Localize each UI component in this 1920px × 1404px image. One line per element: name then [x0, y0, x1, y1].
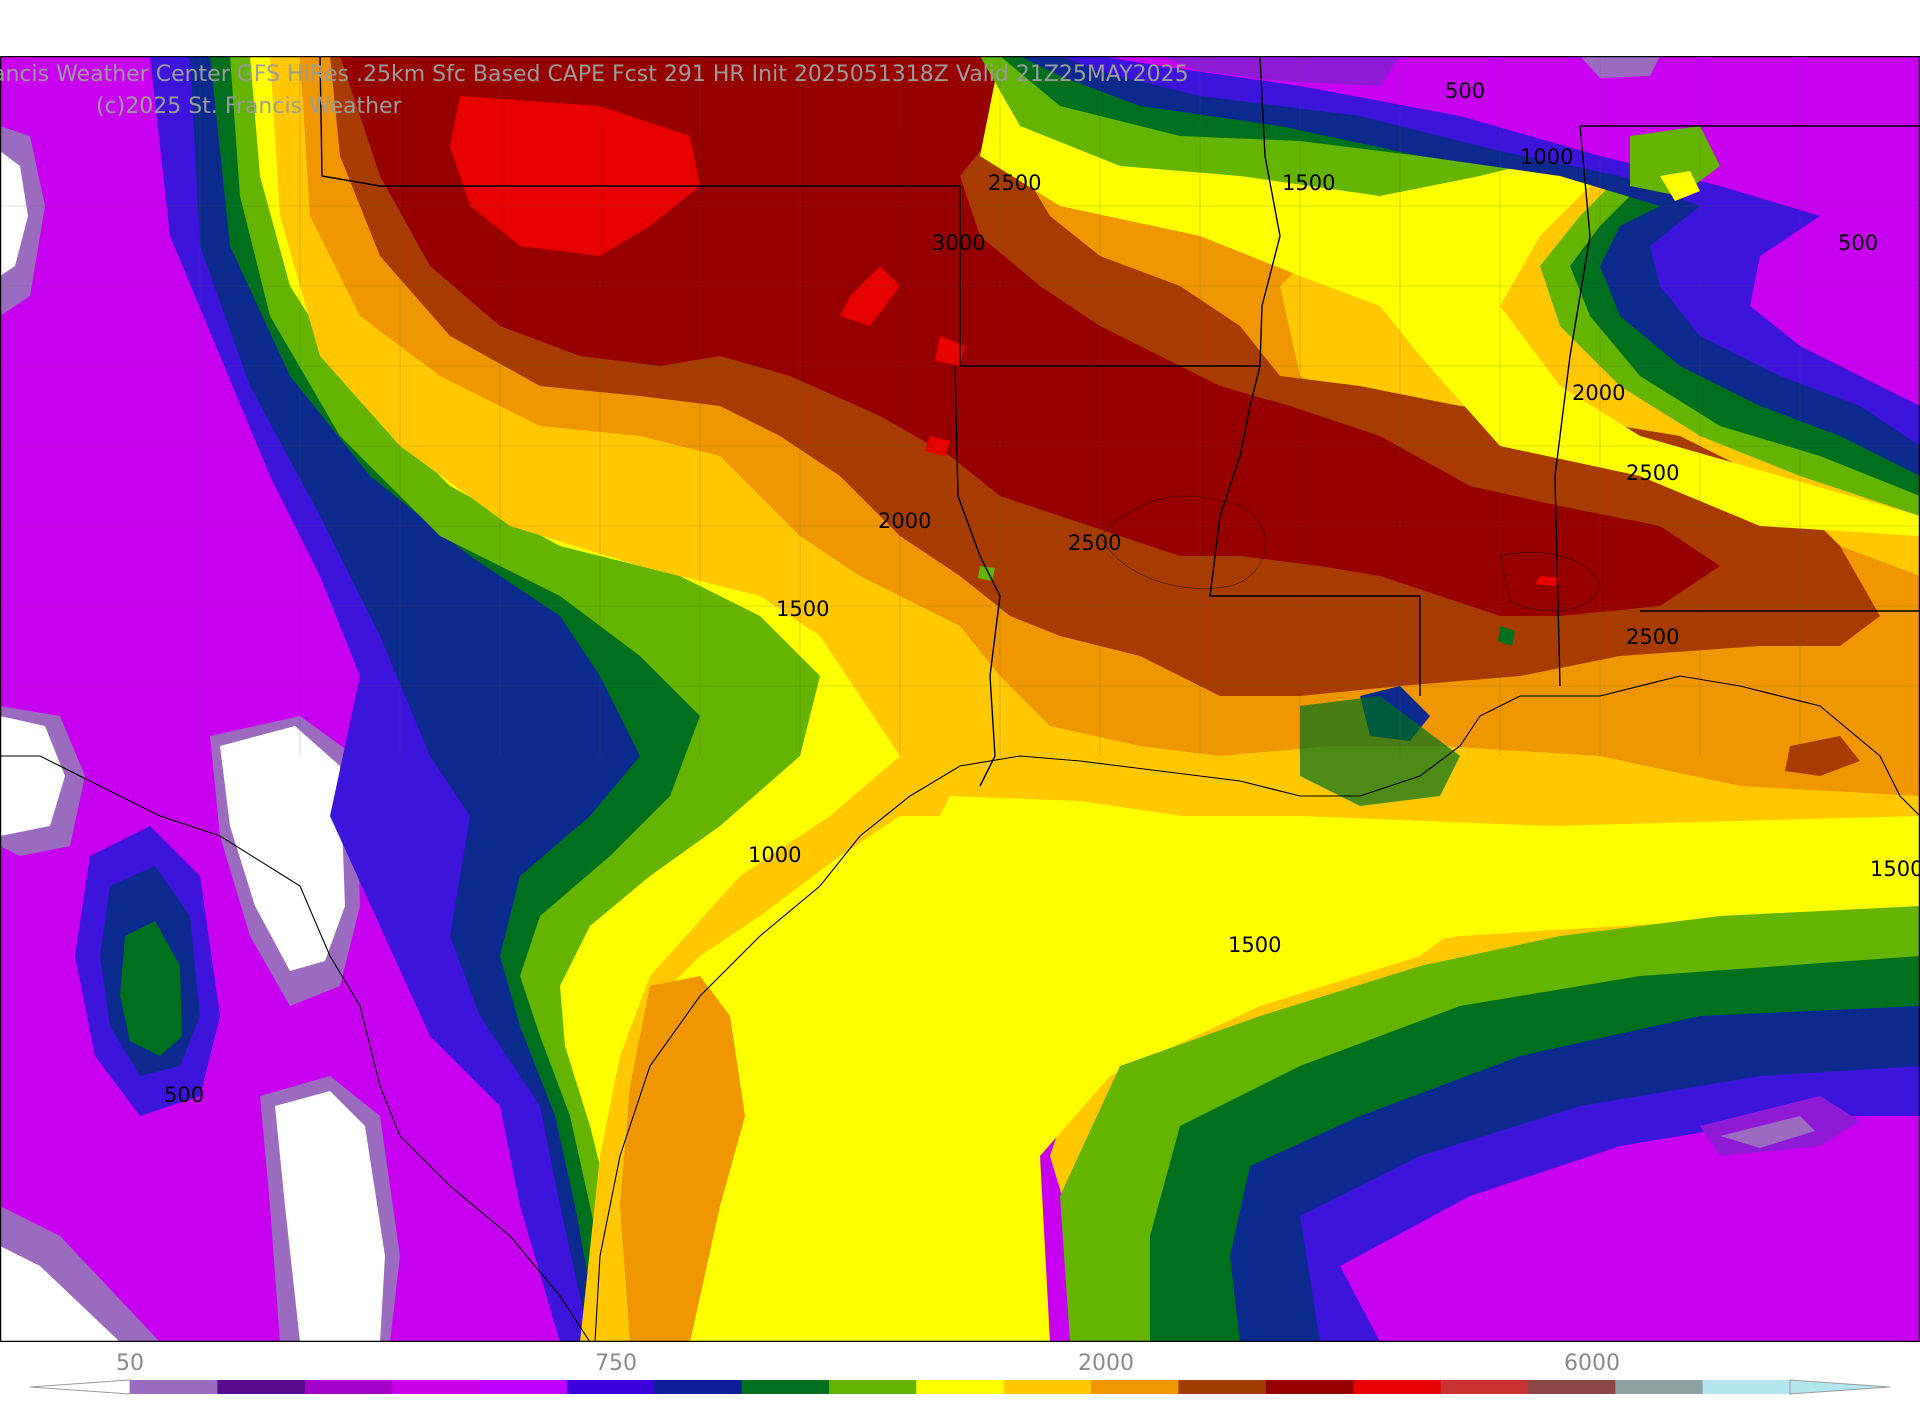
field-white-west	[0, 151, 28, 276]
colorbar-swatch	[1265, 1380, 1354, 1394]
contour-label: 2500	[1626, 461, 1679, 485]
colorbar-swatch	[566, 1380, 655, 1394]
field-white-sw	[0, 716, 65, 836]
copyright-line: (c)2025 St. Francis Weather	[96, 94, 402, 119]
field-lavender-ne	[1580, 56, 1660, 78]
contour-label: 500	[1838, 231, 1878, 255]
field-rust-east	[1785, 736, 1860, 776]
colorbar-tick-label: 50	[116, 1351, 144, 1376]
field-orange-gulf	[620, 976, 745, 1342]
colorbar-swatch	[479, 1380, 568, 1394]
colorbar-tick-label: 6000	[1564, 1351, 1620, 1376]
field-magenta-ne	[1100, 56, 1920, 406]
contour-label: 1500	[776, 597, 829, 621]
field-red-blob-4	[1535, 576, 1560, 586]
contour-label: 2000	[878, 509, 931, 533]
contour-label: 1000	[1520, 145, 1573, 169]
field-red-blob-1	[840, 266, 900, 326]
colorbar-swatch	[217, 1380, 306, 1394]
contour-label: 1500	[1870, 857, 1920, 881]
field-red-north	[450, 96, 700, 256]
contour-label: 2500	[1068, 531, 1121, 555]
colorbar-swatch	[304, 1380, 393, 1394]
contour-label: 1500	[1282, 171, 1335, 195]
contour-label: 500	[164, 1083, 204, 1107]
contour-label: 2000	[1572, 381, 1625, 405]
colorbar-swatch	[1353, 1380, 1442, 1394]
contour-label: 3000	[932, 231, 985, 255]
colorbar-swatch	[741, 1380, 830, 1394]
map-title: ancis Weather Center GFS HiRes .25km Sfc…	[0, 62, 1189, 87]
colorbar-swatch	[130, 1380, 218, 1394]
colorbar-swatch	[1178, 1380, 1267, 1394]
colorbar-arrow-left	[29, 1379, 131, 1395]
coastline	[0, 675, 1920, 1342]
colorbar-swatch	[1527, 1380, 1616, 1394]
field-magenta-gulf	[1340, 1116, 1920, 1342]
field-yellow-patch-ne	[1660, 171, 1700, 201]
contour-label: 2500	[988, 171, 1041, 195]
field-white-corner	[0, 1246, 120, 1342]
field-red-blob-2	[935, 336, 965, 366]
cape-map: 500 1000 1500 2500 3000 500 2000 2500 20…	[0, 56, 1920, 1342]
contour-labels: 500 1000 1500 2500 3000 500 2000 2500 20…	[164, 79, 1920, 1107]
field-yellow-gulf	[850, 796, 1500, 1342]
colorbar-swatch	[1091, 1380, 1179, 1394]
colorbar: 50 750 2000 6000	[0, 1342, 1920, 1400]
colorbar-tick-label: 750	[595, 1351, 637, 1376]
contour-label: 500	[1445, 79, 1485, 103]
field-violet-ne	[1160, 56, 1400, 86]
field-white-south	[275, 1091, 385, 1342]
colorbar-swatch	[1003, 1380, 1092, 1394]
contour-label: 2500	[1626, 625, 1679, 649]
colorbar-svg: 50 750 2000 6000	[29, 1351, 1891, 1395]
field-red-blob-3	[925, 436, 950, 456]
field-green-patch-ne	[1630, 126, 1720, 196]
field-yellow-ne	[980, 56, 1920, 536]
field-green-blob-1	[1498, 626, 1515, 646]
colorbar-swatch	[1702, 1380, 1791, 1394]
field-lavender-gulf	[1720, 1116, 1815, 1148]
contour-label: 1500	[1228, 933, 1281, 957]
map-canvas: 500 1000 1500 2500 3000 500 2000 2500 20…	[0, 56, 1920, 1342]
colorbar-swatch	[1440, 1380, 1529, 1394]
colorbar-swatch	[1615, 1380, 1704, 1394]
colorbar-swatch	[392, 1380, 480, 1394]
field-white-mex	[220, 726, 345, 971]
field-green-gulf	[1060, 906, 1920, 1342]
field-darkgreen-gulf	[1150, 956, 1920, 1342]
colorbar-swatch	[654, 1380, 743, 1394]
colorbar-swatch	[828, 1380, 917, 1394]
field-green-mex	[120, 921, 182, 1056]
colorbar-tick-label: 2000	[1078, 1351, 1134, 1376]
colorbar-arrow-right	[1789, 1379, 1891, 1395]
state-borders	[319, 56, 1920, 787]
field-darkgreen-blob-coast	[1300, 696, 1460, 806]
contour-lines	[1099, 495, 1601, 612]
colorbar-swatch	[916, 1380, 1005, 1394]
contour-label: 1000	[748, 843, 801, 867]
